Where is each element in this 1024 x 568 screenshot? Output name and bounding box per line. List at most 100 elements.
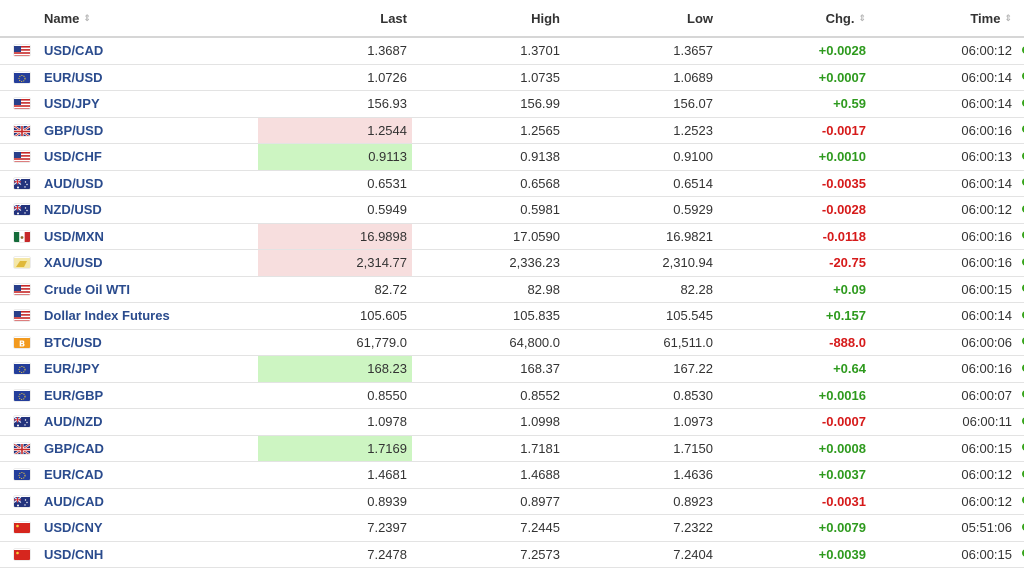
low-cell: 1.0973 bbox=[565, 409, 718, 435]
name-cell: EUR/CAD bbox=[44, 462, 258, 488]
instrument-link[interactable]: BTC/USD bbox=[44, 335, 102, 350]
last-cell: 2,314.77 bbox=[258, 250, 412, 276]
instrument-link[interactable]: USD/CNY bbox=[44, 520, 103, 535]
high-cell: 1.3701 bbox=[412, 38, 565, 64]
high-cell: 7.2445 bbox=[412, 515, 565, 541]
header-name[interactable]: Name ⇕ bbox=[44, 11, 258, 26]
change-cell: -0.0007 bbox=[718, 409, 871, 435]
low-cell: 16.9821 bbox=[565, 224, 718, 250]
header-chg[interactable]: Chg. ⇕ bbox=[718, 11, 871, 26]
high-cell: 1.4688 bbox=[412, 462, 565, 488]
name-cell: XAU/USD bbox=[44, 250, 258, 276]
high-cell: 1.0998 bbox=[412, 409, 565, 435]
flag-cell bbox=[0, 250, 44, 276]
au-flag-icon bbox=[14, 416, 30, 427]
flag-cell bbox=[0, 542, 44, 568]
instrument-link[interactable]: XAU/USD bbox=[44, 255, 103, 270]
instrument-link[interactable]: GBP/CAD bbox=[44, 441, 104, 456]
instrument-link[interactable]: EUR/USD bbox=[44, 70, 103, 85]
high-cell: 0.8977 bbox=[412, 489, 565, 515]
change-cell: +0.157 bbox=[718, 303, 871, 329]
instrument-link[interactable]: EUR/JPY bbox=[44, 361, 100, 376]
header-last-label: Last bbox=[380, 11, 407, 26]
cn-flag-icon bbox=[14, 522, 30, 533]
time-cell: 06:00:14 bbox=[871, 65, 1024, 91]
time-value: 06:00:12 bbox=[961, 494, 1012, 509]
instrument-link[interactable]: GBP/USD bbox=[44, 123, 103, 138]
instrument-link[interactable]: USD/MXN bbox=[44, 229, 104, 244]
last-cell: 61,779.0 bbox=[258, 330, 412, 356]
instrument-link[interactable]: AUD/NZD bbox=[44, 414, 103, 429]
instrument-link[interactable]: EUR/CAD bbox=[44, 467, 103, 482]
low-cell: 0.9100 bbox=[565, 144, 718, 170]
name-cell: AUD/USD bbox=[44, 171, 258, 197]
time-value: 06:00:16 bbox=[961, 255, 1012, 270]
low-cell: 82.28 bbox=[565, 277, 718, 303]
instrument-link[interactable]: USD/CHF bbox=[44, 149, 102, 164]
time-cell: 06:00:12 bbox=[871, 38, 1024, 64]
instrument-link[interactable]: NZD/USD bbox=[44, 202, 102, 217]
us-flag-icon bbox=[14, 310, 30, 321]
flag-cell bbox=[0, 409, 44, 435]
time-cell: 06:00:15 bbox=[871, 277, 1024, 303]
instrument-link[interactable]: USD/CAD bbox=[44, 43, 103, 58]
header-high[interactable]: High bbox=[412, 11, 565, 26]
change-cell: +0.64 bbox=[718, 356, 871, 382]
instrument-link[interactable]: USD/CNH bbox=[44, 547, 103, 562]
sort-icon: ⇕ bbox=[83, 13, 91, 24]
time-cell: 06:00:12 bbox=[871, 197, 1024, 223]
instrument-link[interactable]: Crude Oil WTI bbox=[44, 282, 130, 297]
flag-cell bbox=[0, 38, 44, 64]
time-cell: 06:00:15 bbox=[871, 542, 1024, 568]
time-cell: 06:00:12 bbox=[871, 489, 1024, 515]
header-low[interactable]: Low bbox=[565, 11, 718, 26]
high-cell: 1.0735 bbox=[412, 65, 565, 91]
flag-cell bbox=[0, 515, 44, 541]
instrument-link[interactable]: AUD/CAD bbox=[44, 494, 104, 509]
instrument-link[interactable]: Dollar Index Futures bbox=[44, 308, 170, 323]
header-last[interactable]: Last bbox=[258, 11, 412, 26]
change-cell: +0.0016 bbox=[718, 383, 871, 409]
instrument-link[interactable]: AUD/USD bbox=[44, 176, 103, 191]
name-cell: BTC/USD bbox=[44, 330, 258, 356]
gb-flag-icon bbox=[14, 443, 30, 454]
header-time[interactable]: Time ⇕ bbox=[871, 11, 1024, 26]
flag-cell bbox=[0, 171, 44, 197]
high-cell: 0.8552 bbox=[412, 383, 565, 409]
instrument-link[interactable]: EUR/GBP bbox=[44, 388, 103, 403]
last-cell: 0.6531 bbox=[258, 171, 412, 197]
gold-flag-icon bbox=[14, 257, 30, 268]
header-chg-label: Chg. bbox=[826, 11, 855, 26]
name-cell: AUD/NZD bbox=[44, 409, 258, 435]
eu-flag-icon bbox=[14, 363, 30, 374]
high-cell: 64,800.0 bbox=[412, 330, 565, 356]
header-low-label: Low bbox=[687, 11, 713, 26]
flag-cell bbox=[0, 462, 44, 488]
time-value: 06:00:07 bbox=[961, 388, 1012, 403]
name-cell: EUR/USD bbox=[44, 65, 258, 91]
last-cell: 1.2544 bbox=[258, 118, 412, 144]
instrument-link[interactable]: USD/JPY bbox=[44, 96, 100, 111]
us-flag-icon bbox=[14, 98, 30, 109]
time-cell: 06:00:16 bbox=[871, 250, 1024, 276]
